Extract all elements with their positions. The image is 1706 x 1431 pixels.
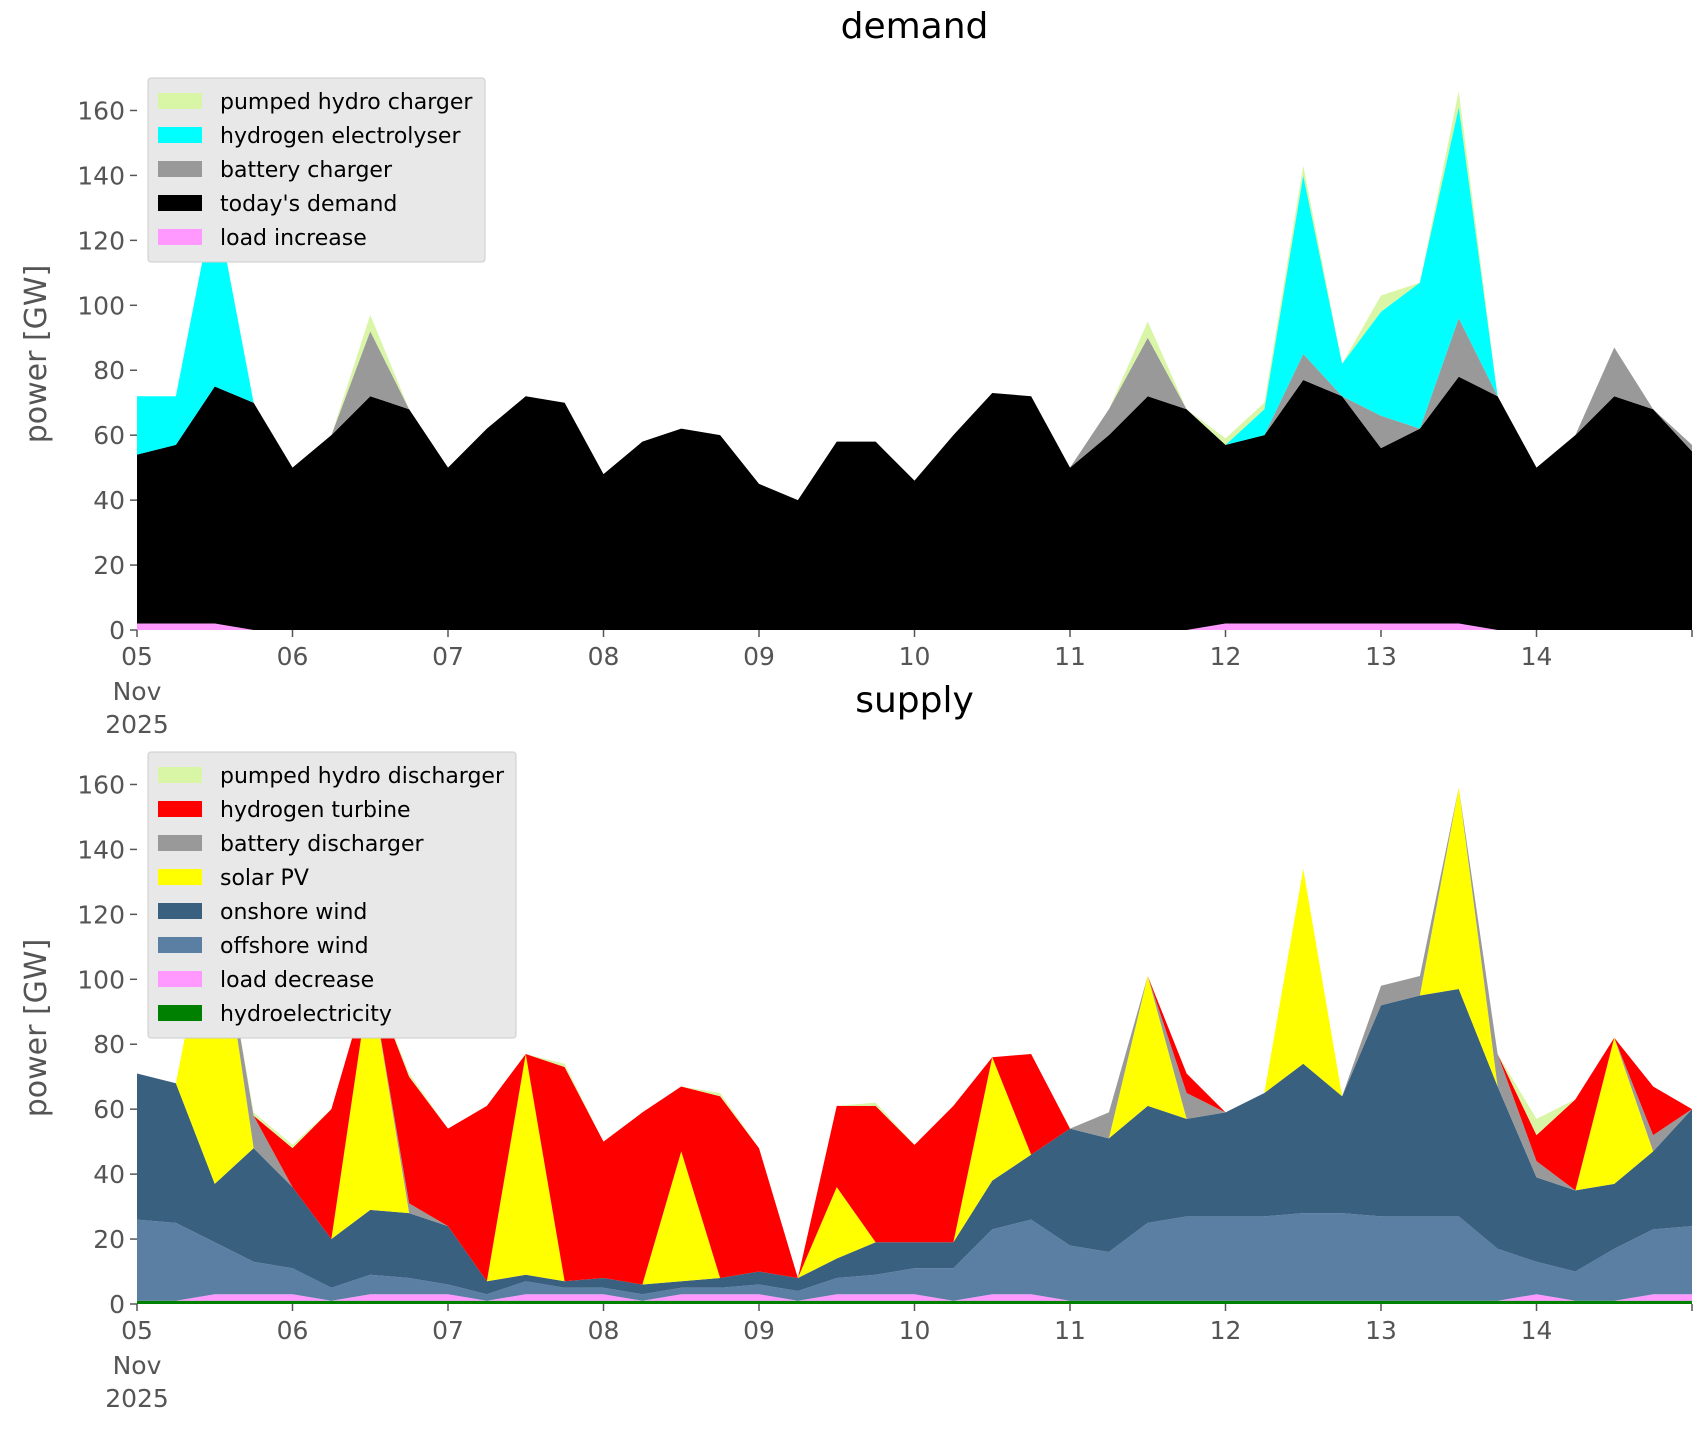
legend-swatch bbox=[158, 127, 202, 143]
legend-swatch bbox=[158, 903, 202, 919]
legend-label: hydrogen turbine bbox=[220, 798, 411, 823]
series-area-onshore-wind bbox=[137, 989, 1692, 1295]
x-tick-label: 05 bbox=[121, 642, 153, 671]
y-tick-label: 160 bbox=[77, 96, 125, 125]
series-area-load-decrease bbox=[137, 1294, 1692, 1301]
legend-swatch bbox=[158, 767, 202, 783]
chart-panel-demand: demand 0 20 40 60 80 100 120 140 160 05 06 07 08 09 10 1… bbox=[19, 6, 1693, 739]
y-tick-label: 120 bbox=[77, 900, 125, 929]
legend-label: load decrease bbox=[220, 968, 374, 993]
x-tick-label: 12 bbox=[1210, 642, 1242, 671]
legend-box bbox=[147, 77, 486, 263]
y-tick-label: 100 bbox=[77, 291, 125, 320]
legend-label: pumped hydro charger bbox=[220, 90, 473, 115]
legend-swatch bbox=[158, 229, 202, 245]
x-tick-label: 11 bbox=[1054, 1316, 1086, 1345]
x-tick-label: 10 bbox=[899, 1316, 931, 1345]
x-tick-label: 13 bbox=[1365, 1316, 1397, 1345]
series-area-battery-charger bbox=[137, 318, 1692, 501]
y-tick-label: 140 bbox=[77, 835, 125, 864]
legend-swatch bbox=[158, 869, 202, 885]
y-tick-label: 60 bbox=[93, 421, 125, 450]
chart-panel-supply: supply 0 20 40 60 80 100 120 140 160 05 06 07 08 09 10 1… bbox=[19, 680, 1693, 1413]
x-tick-label: 08 bbox=[588, 642, 620, 671]
x-tick-label: 06 bbox=[277, 642, 309, 671]
y-axis-label: power [GW] bbox=[19, 265, 54, 444]
legend-label: onshore wind bbox=[220, 900, 367, 925]
legend-swatch bbox=[158, 1005, 202, 1021]
legend-box bbox=[147, 751, 517, 1039]
legend-label: battery discharger bbox=[220, 832, 425, 857]
x-tick-sublabel: Nov bbox=[113, 677, 162, 706]
legend-label: today's demand bbox=[220, 192, 397, 217]
legend-swatch bbox=[158, 93, 202, 109]
legend-swatch bbox=[158, 971, 202, 987]
series-area-solar-pv bbox=[137, 787, 1692, 1285]
x-tick-label: 11 bbox=[1054, 642, 1086, 671]
y-tick-label: 40 bbox=[93, 486, 125, 515]
x-tick-label: 13 bbox=[1365, 642, 1397, 671]
series-area-today-s-demand bbox=[137, 376, 1692, 630]
x-tick-sublabel: 2025 bbox=[105, 1384, 169, 1413]
series-area-hydrogen-electrolyser bbox=[137, 107, 1692, 501]
y-tick-label: 160 bbox=[77, 770, 125, 799]
legend-label: hydrogen electrolyser bbox=[220, 124, 461, 149]
legend-swatch bbox=[158, 835, 202, 851]
y-tick-label: 140 bbox=[77, 161, 125, 190]
x-tick-label: 10 bbox=[899, 642, 931, 671]
x-tick-label: 12 bbox=[1210, 1316, 1242, 1345]
y-tick-label: 40 bbox=[93, 1160, 125, 1189]
y-tick-label: 80 bbox=[93, 1030, 125, 1059]
x-tick-label: 07 bbox=[432, 642, 464, 671]
x-tick-label: 07 bbox=[432, 1316, 464, 1345]
series-area-hydrogen-turbine bbox=[137, 787, 1692, 1285]
series-area-pumped-hydro-charger bbox=[137, 90, 1692, 501]
x-tick-sublabel: 2025 bbox=[105, 710, 169, 739]
x-tick-label: 09 bbox=[743, 642, 775, 671]
legend-swatch bbox=[158, 937, 202, 953]
legend-label: battery charger bbox=[220, 158, 393, 183]
x-tick-label: 09 bbox=[743, 1316, 775, 1345]
chart-title: demand bbox=[841, 6, 989, 47]
x-tick-label: 06 bbox=[277, 1316, 309, 1345]
y-tick-label: 20 bbox=[93, 1225, 125, 1254]
y-tick-label: 120 bbox=[77, 226, 125, 255]
legend: pumped hydro discharger hydrogen turbine b… bbox=[147, 751, 517, 1039]
legend-label: offshore wind bbox=[220, 934, 369, 959]
legend-label: load increase bbox=[220, 226, 367, 251]
x-tick-label: 08 bbox=[588, 1316, 620, 1345]
legend-swatch bbox=[158, 195, 202, 211]
y-tick-label: 20 bbox=[93, 551, 125, 580]
x-tick-label: 14 bbox=[1521, 642, 1553, 671]
x-tick-sublabel: Nov bbox=[113, 1351, 162, 1380]
series-area-offshore-wind bbox=[137, 1213, 1692, 1301]
series-area-load-increase bbox=[137, 623, 1692, 630]
legend: pumped hydro charger hydrogen electrolyse… bbox=[147, 77, 486, 263]
y-tick-label: 100 bbox=[77, 965, 125, 994]
y-tick-label: 80 bbox=[93, 356, 125, 385]
legend-label: pumped hydro discharger bbox=[220, 764, 505, 789]
chart-title: supply bbox=[855, 680, 974, 721]
series-area-hydroelectricity bbox=[137, 1300, 1692, 1304]
x-tick-label: 14 bbox=[1521, 1316, 1553, 1345]
y-tick-label: 60 bbox=[93, 1095, 125, 1124]
legend-swatch bbox=[158, 161, 202, 177]
legend-label: hydroelectricity bbox=[220, 1002, 392, 1027]
x-tick-label: 05 bbox=[121, 1316, 153, 1345]
y-tick-label: 0 bbox=[109, 1290, 125, 1319]
y-axis-label: power [GW] bbox=[19, 939, 54, 1118]
legend-label: solar PV bbox=[220, 866, 309, 891]
y-tick-label: 0 bbox=[109, 616, 125, 645]
legend-swatch bbox=[158, 801, 202, 817]
